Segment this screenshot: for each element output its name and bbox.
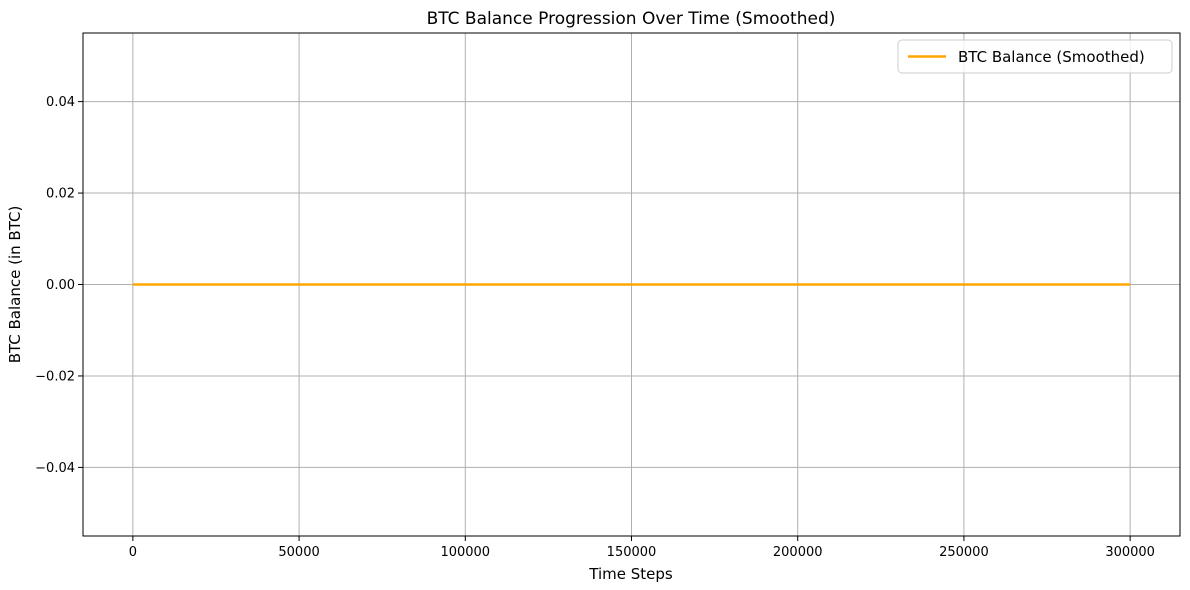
y-tick-label: 0.04 bbox=[46, 95, 75, 110]
legend-box bbox=[897, 39, 1173, 74]
chart-title: BTC Balance Progression Over Time (Smoot… bbox=[427, 9, 836, 29]
y-axis: −0.04 −0.02 0.00 0.02 0.04 bbox=[35, 95, 83, 476]
x-axis: 0 50000 100000 150000 200000 250000 300000 bbox=[129, 536, 1155, 560]
y-axis-label: BTC Balance (in BTC) bbox=[6, 206, 24, 364]
y-tick-label: −0.02 bbox=[35, 369, 75, 384]
y-tick-label: 0.02 bbox=[46, 187, 75, 202]
legend: BTC Balance (Smoothed) bbox=[897, 39, 1173, 74]
legend-label: BTC Balance (Smoothed) bbox=[958, 48, 1145, 66]
x-tick-label: 50000 bbox=[278, 545, 319, 560]
x-tick-label: 300000 bbox=[1105, 545, 1155, 560]
x-tick-label: 150000 bbox=[607, 545, 657, 560]
x-tick-label: 100000 bbox=[440, 545, 490, 560]
x-tick-label: 0 bbox=[129, 545, 137, 560]
x-tick-label: 200000 bbox=[773, 545, 823, 560]
x-tick-label: 250000 bbox=[939, 545, 989, 560]
y-tick-label: −0.04 bbox=[35, 461, 75, 476]
x-axis-label: Time Steps bbox=[588, 565, 673, 583]
y-tick-label: 0.00 bbox=[46, 278, 75, 293]
